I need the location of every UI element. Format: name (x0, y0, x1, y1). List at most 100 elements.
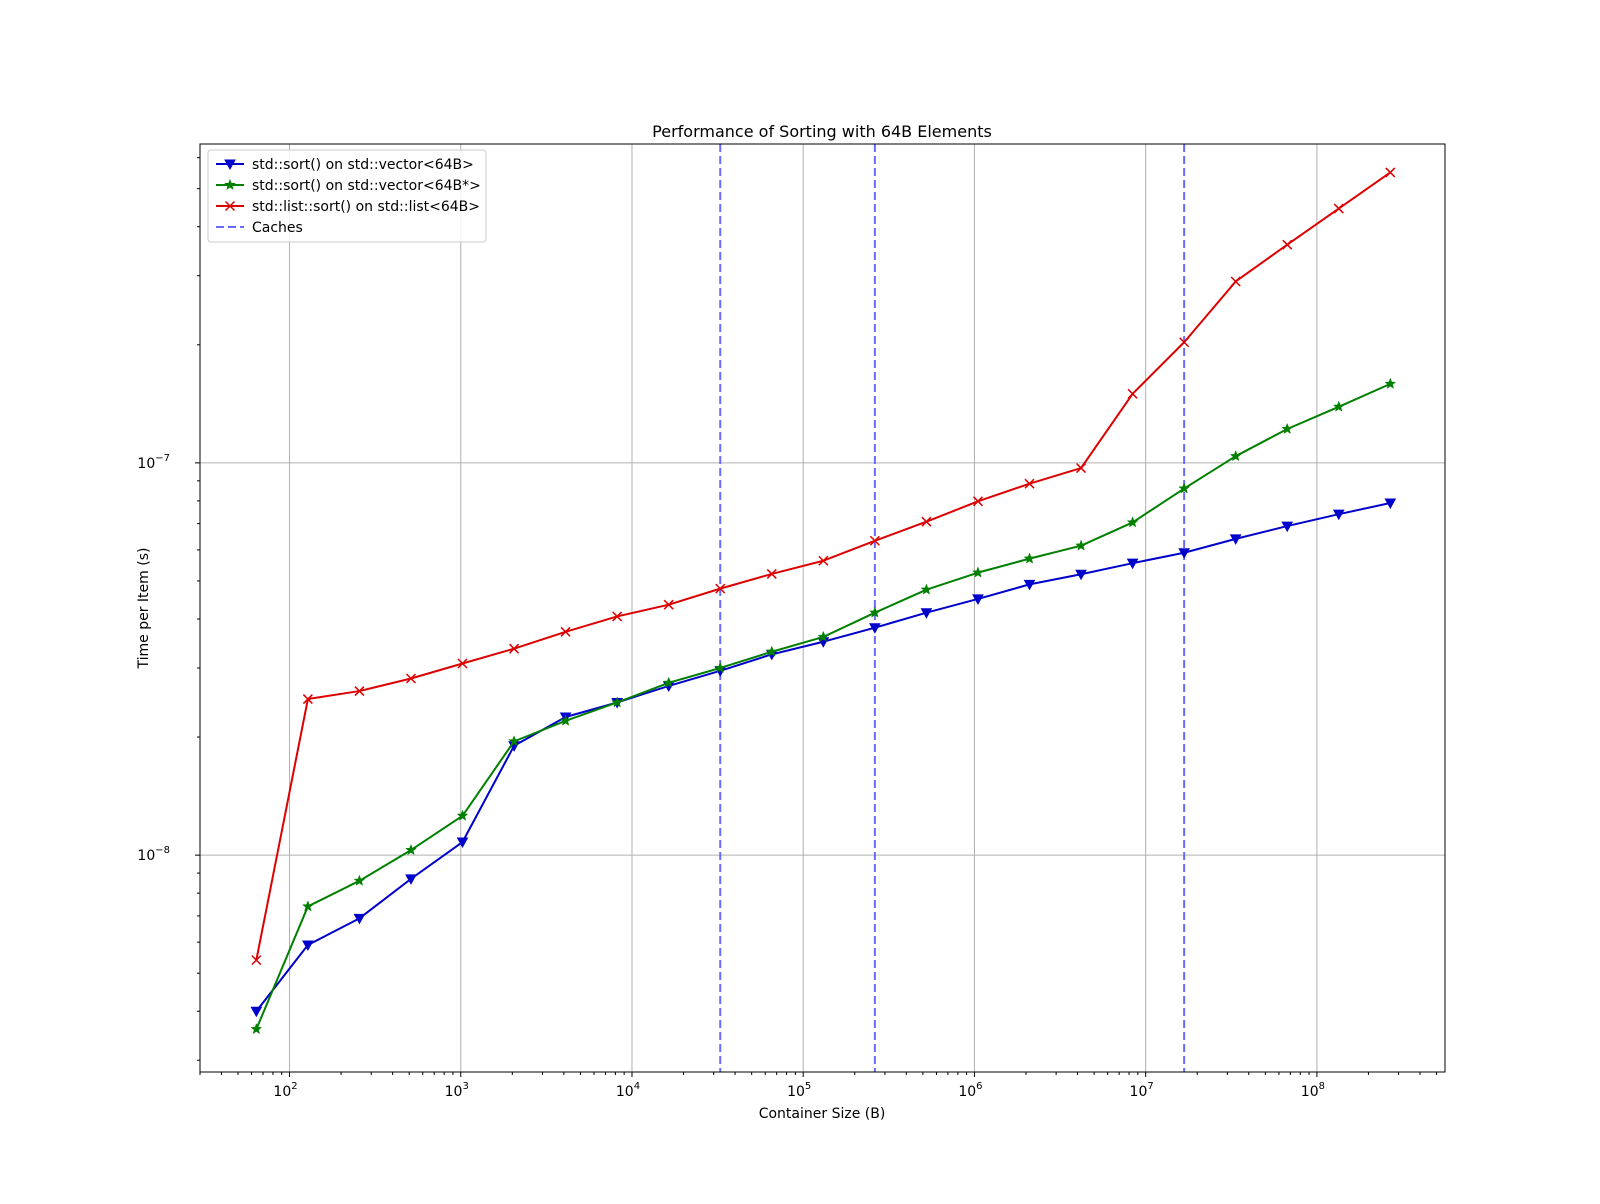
x-tick-label: 102 (273, 1081, 297, 1100)
data-point (612, 611, 623, 622)
data-point (766, 568, 777, 579)
data-point (1230, 276, 1241, 287)
x-tick-label-base: 10 (787, 1084, 805, 1100)
series-group (251, 167, 1396, 966)
data-point (765, 645, 778, 657)
data-point (456, 809, 469, 821)
data-point (1179, 337, 1190, 348)
data-point (354, 686, 365, 697)
data-point (224, 159, 236, 171)
data-point (1333, 203, 1344, 214)
data-point (1023, 552, 1036, 564)
series-line (255, 382, 1391, 1030)
data-point (405, 673, 417, 684)
data-point (250, 1006, 263, 1018)
legend-label: std::sort() on std::vector<64B> (252, 157, 474, 173)
data-point (301, 900, 314, 912)
series-line (255, 502, 1391, 1012)
data-point (869, 535, 880, 546)
x-tick-label-exp: 7 (1147, 1081, 1153, 1092)
data-point (302, 940, 314, 952)
data-point (1281, 422, 1294, 435)
data-point (508, 735, 520, 747)
x-tick-label-exp: 4 (634, 1081, 640, 1092)
data-point (560, 626, 571, 637)
x-tick-label-exp: 6 (976, 1081, 982, 1092)
data-point (869, 623, 881, 634)
x-tick-label-exp: 8 (1319, 1081, 1325, 1092)
data-point (1076, 463, 1087, 474)
data-point (224, 178, 236, 191)
data-point (559, 714, 572, 726)
data-point (1332, 509, 1345, 521)
series-layer (250, 167, 1397, 1035)
x-tick-label-exp: 5 (805, 1081, 811, 1092)
data-point (972, 496, 983, 507)
x-tick-label-base: 10 (1130, 1084, 1148, 1100)
data-point (1178, 548, 1190, 559)
data-point (868, 606, 881, 618)
x-tick-label-exp: 3 (462, 1081, 468, 1092)
data-point (405, 843, 417, 856)
x-tick-label: 104 (616, 1081, 640, 1100)
x-tick-label-base: 10 (445, 1084, 463, 1100)
series-group (250, 498, 1397, 1018)
y-tick-label: 10−7 (137, 453, 170, 472)
y-tick-label-base: 10 (137, 848, 155, 864)
data-point (818, 555, 829, 566)
series-group (250, 377, 1397, 1035)
x-tick-label-base: 10 (958, 1084, 976, 1100)
data-point (1024, 478, 1035, 489)
data-point (1332, 400, 1345, 412)
data-point (405, 874, 417, 885)
legend: std::sort() on std::vector<64B>std::sort… (207, 149, 487, 243)
series-line (255, 171, 1391, 961)
data-point (302, 694, 313, 705)
data-point (509, 643, 520, 654)
data-point (1075, 569, 1087, 581)
y-tick-label-exp: −7 (155, 453, 170, 464)
data-point (611, 696, 624, 708)
data-point (1178, 482, 1191, 494)
x-tick-label-base: 10 (1301, 1084, 1319, 1100)
y-tick-label-base: 10 (137, 456, 155, 472)
legend-label: std::list::sort() on std::list<64B> (252, 199, 480, 215)
legend-label: Caches (252, 220, 303, 236)
data-point (1127, 388, 1138, 399)
data-point (1281, 521, 1294, 533)
data-point (224, 200, 236, 212)
data-point (972, 594, 984, 605)
data-point (1385, 167, 1396, 178)
x-tick-label-exp: 2 (291, 1081, 297, 1092)
x-tick-label: 108 (1301, 1081, 1325, 1100)
grid (200, 144, 1445, 1072)
x-tick-label: 107 (1130, 1081, 1154, 1100)
data-point (457, 658, 468, 669)
data-point (817, 630, 830, 642)
data-point (1384, 377, 1397, 389)
data-point (250, 1022, 263, 1035)
data-point (714, 661, 727, 674)
data-point (920, 583, 933, 595)
y-tick-label-exp: −8 (155, 845, 170, 856)
data-point (456, 837, 469, 849)
data-point (972, 566, 984, 578)
data-point (662, 676, 675, 688)
data-point (353, 874, 366, 886)
data-point (1023, 579, 1036, 591)
data-point (1282, 239, 1293, 250)
data-point (353, 913, 366, 925)
data-point (1126, 558, 1139, 570)
data-point (920, 608, 933, 619)
legend-label: std::sort() on std::vector<64B*> (252, 178, 481, 194)
cache-lines (719, 144, 1186, 1072)
data-point (1229, 449, 1242, 462)
data-point (921, 516, 932, 527)
x-tick-label-base: 10 (616, 1084, 634, 1100)
x-axis-label: Container Size (B) (759, 1106, 886, 1122)
y-tick-label: 10−8 (137, 845, 170, 864)
data-point (1229, 534, 1242, 545)
